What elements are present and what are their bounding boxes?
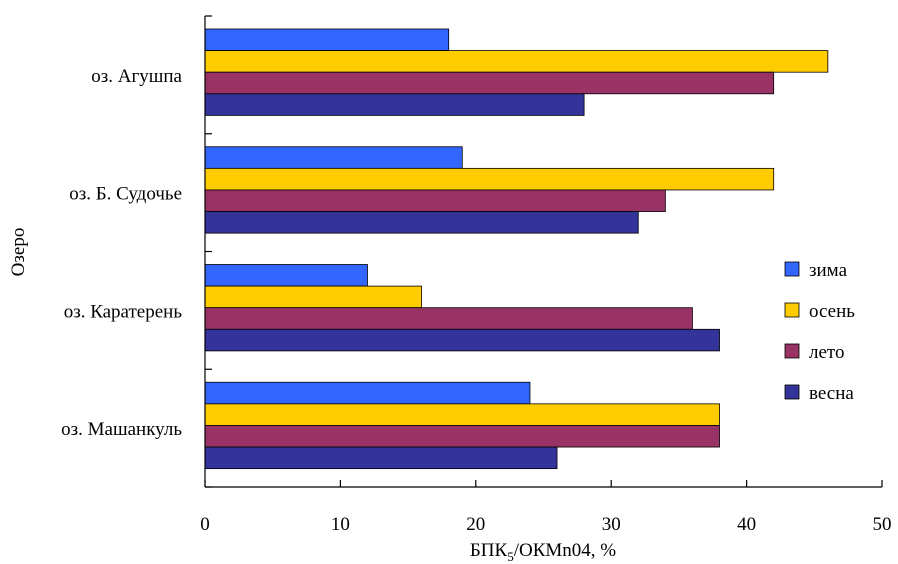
legend-label: зима	[809, 260, 848, 281]
x-tick-label: 0	[200, 514, 210, 535]
bar	[204, 71, 775, 95]
legend-label: весна	[809, 383, 854, 404]
bar	[204, 93, 585, 116]
x-axis-title-sub: 5	[507, 549, 514, 564]
bar	[204, 307, 693, 330]
x-tick-label: 40	[737, 514, 756, 535]
bar	[204, 328, 720, 352]
x-ticks-group: 0 10 20 30 40 50	[200, 480, 892, 535]
x-axis-title: БПК5/ОКМn04, %	[470, 540, 616, 564]
legend-swatch	[784, 384, 800, 400]
legend-label: осень	[809, 301, 855, 322]
bar	[204, 446, 558, 470]
bar	[204, 50, 829, 73]
category-labels-group: оз. Агушпа оз. Б. Судочье оз. Каратерень оз…	[61, 66, 182, 440]
category-label: оз. Машанкуль	[61, 419, 182, 440]
x-tick-label: 10	[331, 514, 350, 535]
bar	[204, 167, 775, 191]
bar	[204, 381, 531, 405]
category-label: оз. Каратерень	[64, 301, 183, 322]
bar	[204, 211, 639, 234]
legend-label: лето	[809, 342, 844, 363]
legend-swatch	[784, 343, 800, 359]
y-ticks-group	[205, 15, 212, 488]
bar	[204, 189, 666, 212]
x-tick-label: 50	[873, 514, 892, 535]
x-axis-title-main: БПК	[470, 540, 508, 561]
x-tick-label: 20	[466, 514, 485, 535]
x-tick-label: 30	[602, 514, 621, 535]
x-axis-title-rest: /ОКМn04, %	[514, 540, 617, 561]
legend-swatch	[784, 261, 800, 277]
legend: зима осень лето весна	[784, 260, 855, 404]
bar	[204, 403, 720, 426]
category-label: оз. Агушпа	[91, 66, 182, 87]
y-axis-title: Озеро	[8, 228, 29, 277]
category-label: оз. Б. Судочье	[69, 184, 182, 205]
bar	[204, 285, 423, 309]
bar	[204, 425, 720, 448]
bars-group	[204, 28, 829, 470]
bar	[204, 28, 450, 52]
legend-swatch	[784, 302, 800, 318]
bar	[204, 264, 368, 287]
bar	[204, 146, 463, 169]
